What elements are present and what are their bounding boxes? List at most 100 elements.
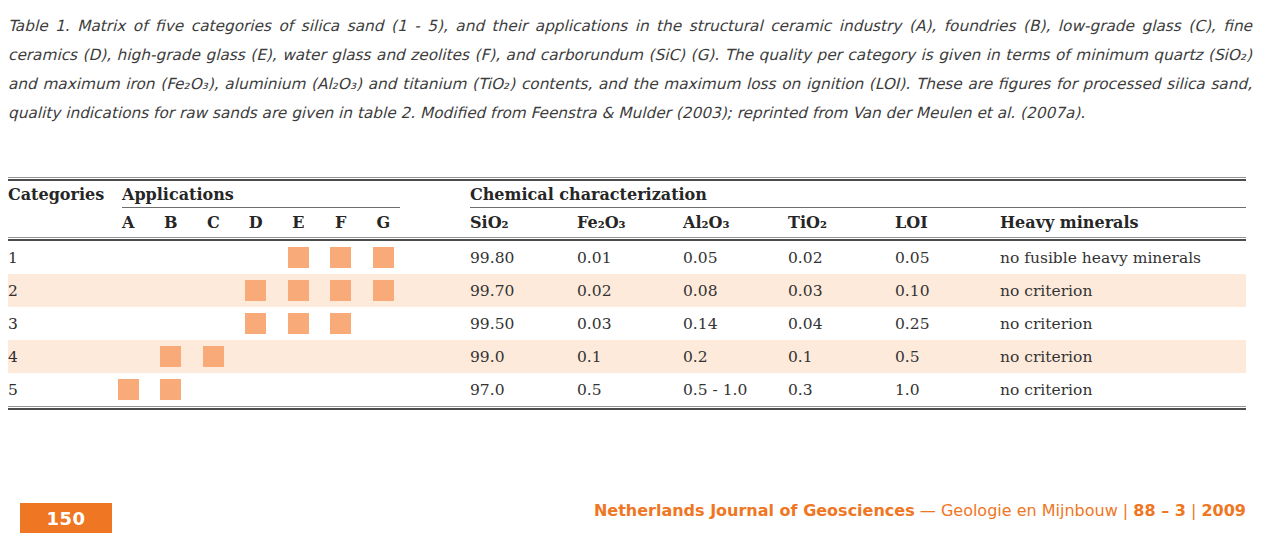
- category-number: 1: [8, 249, 107, 267]
- value-loi: 1.0: [895, 381, 1000, 399]
- value-tio2: 0.03: [788, 282, 895, 300]
- application-cell-B: [150, 340, 193, 373]
- column-header-chem-0: SiO₂: [470, 213, 577, 232]
- column-header-categories: Categories: [8, 185, 107, 204]
- applications-group-rule: [122, 207, 400, 208]
- table-body: 199.800.010.050.020.05no fusible heavy m…: [8, 241, 1246, 406]
- value-tio2: 0.04: [788, 315, 895, 333]
- value-tio2: 0.02: [788, 249, 895, 267]
- value-loi: 0.25: [895, 315, 1000, 333]
- value-loi: 0.10: [895, 282, 1000, 300]
- application-cell-G: [362, 307, 405, 340]
- application-marker: [160, 379, 181, 400]
- application-marker: [288, 247, 309, 268]
- value-tio2: 0.3: [788, 381, 895, 399]
- journal-title: Netherlands Journal of Geosciences: [594, 501, 915, 520]
- application-marker: [330, 280, 351, 301]
- application-cell-A: [107, 307, 150, 340]
- application-marker: [330, 313, 351, 334]
- journal-year: 2009: [1201, 501, 1246, 520]
- application-cell-E: [277, 340, 320, 373]
- value-fe2o3: 0.1: [577, 348, 683, 366]
- journal-separator: |: [1191, 501, 1196, 520]
- application-cell-A: [107, 241, 150, 274]
- journal-dash: —: [920, 501, 936, 520]
- table-caption: Table 1. Matrix of five categories of si…: [8, 12, 1252, 128]
- column-header-application-A: A: [107, 213, 150, 232]
- application-cell-E: [277, 373, 320, 406]
- column-header-chem-4: LOI: [895, 213, 1000, 232]
- application-cell-A: [107, 274, 150, 307]
- column-header-application-C: C: [192, 213, 235, 232]
- table-group-header-row: Categories Applications Chemical charact…: [8, 181, 1246, 208]
- application-cell-A: [107, 373, 150, 406]
- application-cell-B: [150, 241, 193, 274]
- value-al2o3: 0.5 - 1.0: [683, 381, 788, 399]
- category-number: 2: [8, 282, 107, 300]
- value-loi: 0.05: [895, 249, 1000, 267]
- value-sio2: 97.0: [470, 381, 577, 399]
- value-heavy-minerals: no fusible heavy minerals: [1000, 249, 1246, 267]
- value-loi: 0.5: [895, 348, 1000, 366]
- journal-issue: 88 – 3: [1133, 501, 1186, 520]
- application-cell-D: [235, 274, 278, 307]
- value-heavy-minerals: no criterion: [1000, 282, 1246, 300]
- journal-footer: Netherlands Journal of Geosciences — Geo…: [594, 501, 1246, 520]
- column-header-application-G: G: [362, 213, 405, 232]
- value-sio2: 99.0: [470, 348, 577, 366]
- table-row: 299.700.020.080.030.10no criterion: [8, 274, 1246, 307]
- value-fe2o3: 0.02: [577, 282, 683, 300]
- value-heavy-minerals: no criterion: [1000, 348, 1246, 366]
- column-header-chem-3: TiO₂: [788, 213, 895, 232]
- value-heavy-minerals: no criterion: [1000, 381, 1246, 399]
- application-marker: [245, 280, 266, 301]
- chemical-group-rule: [470, 207, 1246, 208]
- application-cell-G: [362, 373, 405, 406]
- application-marker: [245, 313, 266, 334]
- column-header-application-E: E: [277, 213, 320, 232]
- category-number: 4: [8, 348, 107, 366]
- page-number: 150: [46, 508, 85, 529]
- application-cell-C: [192, 307, 235, 340]
- application-cell-F: [320, 340, 363, 373]
- column-header-chem-5: Heavy minerals: [1000, 213, 1246, 232]
- value-sio2: 99.50: [470, 315, 577, 333]
- table-bottom-rule: [8, 406, 1246, 410]
- application-cell-D: [235, 340, 278, 373]
- application-cell-D: [235, 241, 278, 274]
- table-row: 597.00.50.5 - 1.00.31.0no criterion: [8, 373, 1246, 406]
- application-cell-G: [362, 241, 405, 274]
- value-tio2: 0.1: [788, 348, 895, 366]
- value-al2o3: 0.14: [683, 315, 788, 333]
- application-cell-F: [320, 274, 363, 307]
- application-cell-G: [362, 274, 405, 307]
- category-number: 5: [8, 381, 107, 399]
- page-number-box: 150: [20, 503, 112, 533]
- column-header-application-B: B: [150, 213, 193, 232]
- application-marker: [160, 346, 181, 367]
- application-cell-B: [150, 373, 193, 406]
- application-cell-E: [277, 307, 320, 340]
- application-cell-B: [150, 307, 193, 340]
- table-row: 399.500.030.140.040.25no criterion: [8, 307, 1246, 340]
- table-row: 499.00.10.20.10.5no criterion: [8, 340, 1246, 373]
- category-number: 3: [8, 315, 107, 333]
- application-cell-E: [277, 274, 320, 307]
- applications-group-label: Applications: [122, 185, 234, 204]
- chemical-group-label: Chemical characterization: [470, 185, 707, 204]
- column-header-chem-1: Fe₂O₃: [577, 213, 683, 232]
- table-row: 199.800.010.050.020.05no fusible heavy m…: [8, 241, 1246, 274]
- application-cell-C: [192, 373, 235, 406]
- column-header-application-D: D: [235, 213, 278, 232]
- application-cell-C: [192, 274, 235, 307]
- application-cell-C: [192, 241, 235, 274]
- value-sio2: 99.80: [470, 249, 577, 267]
- column-header-chem-2: Al₂O₃: [683, 213, 788, 232]
- column-group-applications: Applications: [107, 181, 405, 208]
- value-al2o3: 0.2: [683, 348, 788, 366]
- application-cell-F: [320, 373, 363, 406]
- application-cell-B: [150, 274, 193, 307]
- value-al2o3: 0.08: [683, 282, 788, 300]
- application-marker: [203, 346, 224, 367]
- application-marker: [373, 280, 394, 301]
